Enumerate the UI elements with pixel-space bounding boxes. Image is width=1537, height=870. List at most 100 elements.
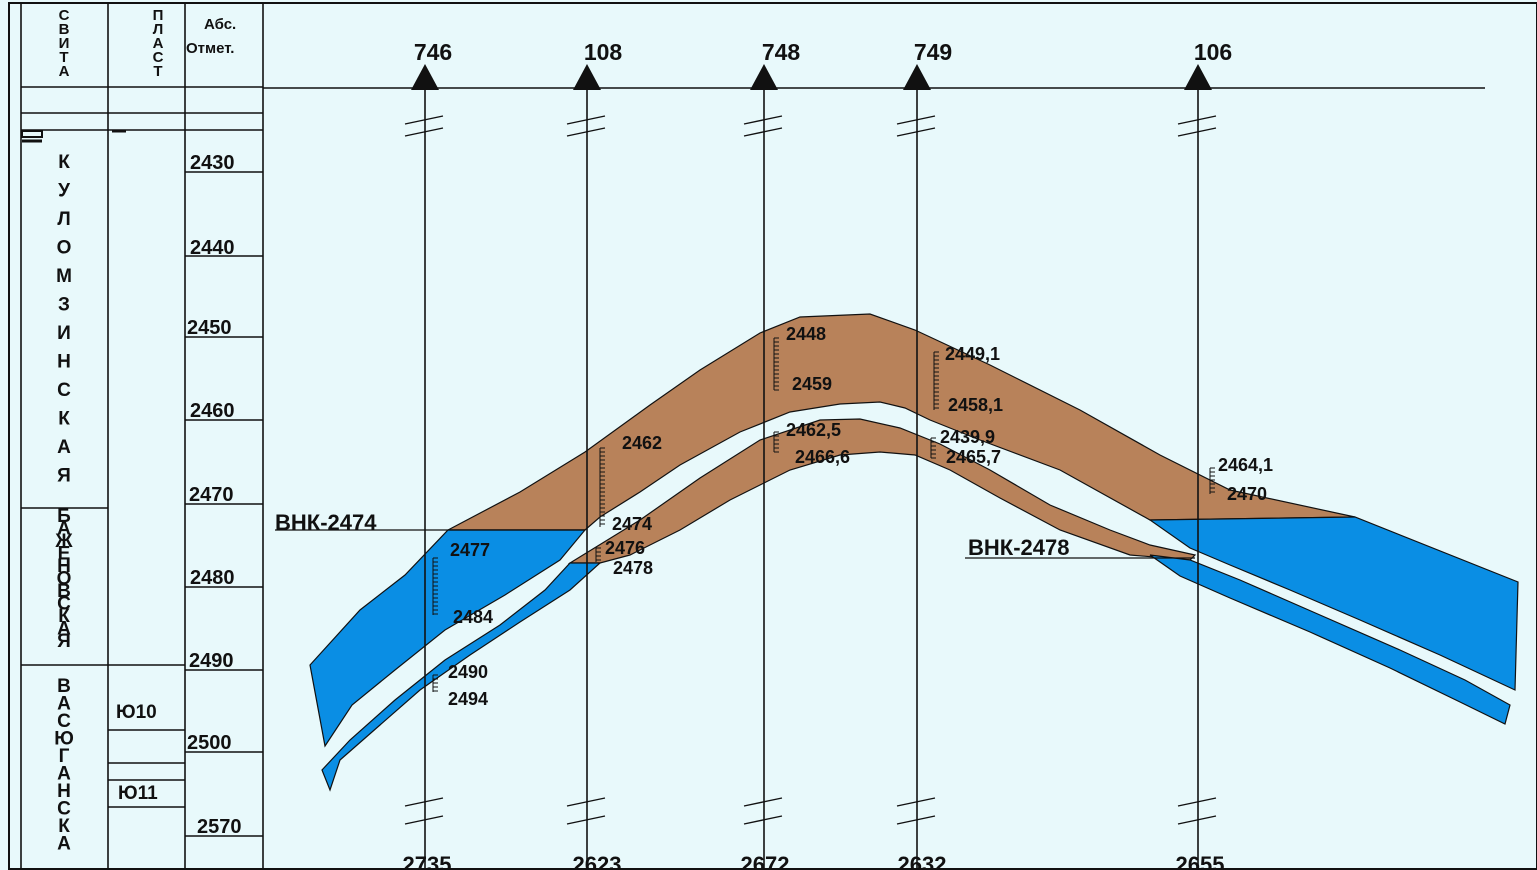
svita-letter: К bbox=[58, 152, 70, 173]
well-label: 106 bbox=[1194, 39, 1232, 65]
depth-tick: 2460 bbox=[190, 400, 235, 422]
header-letter: Л bbox=[153, 21, 164, 38]
svita-letter: З bbox=[58, 295, 70, 316]
depth-tick: 2570 bbox=[197, 816, 242, 838]
svita-letter: Н bbox=[57, 781, 71, 802]
svita-letter: Я bbox=[57, 466, 71, 487]
header-letter: Т bbox=[153, 63, 162, 80]
svita-letter: А bbox=[57, 437, 71, 458]
well-triangle-icon bbox=[573, 64, 601, 90]
break-mark bbox=[404, 127, 444, 137]
well-bottom-depth: 2623 bbox=[573, 852, 622, 870]
well-bottom-depth: 2632 bbox=[898, 852, 947, 870]
wells: 746 2735 108 2623 748 2672 749 2632 106 2655 bbox=[403, 39, 1232, 870]
svita-letter: Ю bbox=[54, 729, 74, 750]
well-label: 749 bbox=[914, 39, 952, 65]
svita-letter: Е bbox=[58, 544, 71, 565]
svita-letter: С bbox=[57, 799, 71, 820]
well-bottom-depth: 2735 bbox=[403, 852, 452, 870]
well-label: 746 bbox=[414, 39, 452, 65]
interval-label: 2466,6 bbox=[795, 447, 850, 467]
depth-tick: 2450 bbox=[187, 317, 232, 339]
header-letter: С bbox=[153, 49, 164, 66]
break-mark bbox=[743, 127, 783, 137]
svita-letter: О bbox=[57, 569, 72, 590]
svita-letter: Ж bbox=[54, 531, 73, 552]
interval-label: 2477 bbox=[450, 540, 490, 560]
break-mark bbox=[404, 797, 444, 807]
svita-letter: Г bbox=[59, 746, 70, 767]
stratigraphic-column bbox=[20, 3, 264, 868]
plast-yu10: Ю10 bbox=[116, 702, 157, 723]
svita-letter: А bbox=[57, 764, 71, 785]
svita-letter: А bbox=[57, 834, 71, 855]
svita-letter: А bbox=[57, 519, 71, 540]
svita-letter: С bbox=[57, 380, 71, 401]
depth-tick: 2480 bbox=[190, 567, 235, 589]
svita-letter: В bbox=[57, 676, 71, 697]
svita-letter: Н bbox=[57, 556, 71, 577]
well-106: 106 2655 bbox=[1176, 39, 1232, 870]
break-mark bbox=[1177, 115, 1217, 125]
well-bottom-depth: 2655 bbox=[1176, 852, 1225, 870]
upper-oil-layer bbox=[447, 313, 1356, 531]
break-mark bbox=[896, 127, 936, 137]
svita-letter: И bbox=[57, 323, 71, 344]
interval-label: 2464,1 bbox=[1218, 455, 1273, 475]
interval-label: 2476 bbox=[605, 538, 645, 558]
well-triangle-icon bbox=[1184, 64, 1212, 90]
interval-label: 2459 bbox=[792, 374, 832, 394]
well-746: 746 2735 bbox=[403, 39, 452, 870]
break-mark bbox=[896, 797, 936, 807]
break-mark bbox=[896, 815, 936, 825]
interval-label: 2449,1 bbox=[945, 344, 1000, 364]
header-otmet: Отмет. bbox=[186, 40, 234, 57]
svita-letter: К bbox=[58, 816, 70, 837]
svita-letter: К bbox=[58, 409, 70, 430]
break-mark bbox=[743, 115, 783, 125]
header-letter: А bbox=[59, 63, 70, 80]
header-letter: И bbox=[59, 35, 70, 52]
interval-label: 2462,5 bbox=[786, 420, 841, 440]
interval-label: 2490 bbox=[448, 662, 488, 682]
break-mark bbox=[566, 127, 606, 137]
vnk-left-label: ВНК-2474 bbox=[275, 510, 377, 535]
interval-label: 2478 bbox=[613, 558, 653, 578]
svita-letter: М bbox=[56, 266, 72, 287]
upper-water-layer bbox=[309, 529, 587, 748]
plast-yu11: Ю11 bbox=[118, 783, 158, 804]
lower-water-layer-right bbox=[1149, 554, 1511, 725]
svita-letter: Б bbox=[57, 506, 71, 527]
header-letter: Т bbox=[59, 49, 68, 66]
svita-letter: С bbox=[57, 711, 71, 732]
lower-water-layer bbox=[321, 562, 602, 792]
well-triangle-icon bbox=[903, 64, 931, 90]
depth-tick: 2490 bbox=[189, 650, 234, 672]
break-mark bbox=[896, 115, 936, 125]
well-triangle-icon bbox=[750, 64, 778, 90]
interval-label: 2439,9 bbox=[940, 427, 995, 447]
interval-label: 2470 bbox=[1227, 484, 1267, 504]
svita-letter: С bbox=[57, 594, 71, 615]
well-bottom-depth: 2672 bbox=[741, 852, 790, 870]
well-label: 108 bbox=[584, 39, 623, 65]
break-mark bbox=[1177, 815, 1217, 825]
break-mark bbox=[566, 815, 606, 825]
well-749: 749 2632 bbox=[896, 39, 952, 870]
break-mark bbox=[743, 797, 783, 807]
interval-label: 2462 bbox=[622, 433, 662, 453]
well-label: 748 bbox=[762, 39, 801, 65]
break-mark bbox=[566, 115, 606, 125]
break-mark bbox=[404, 815, 444, 825]
depth-tick: 2500 bbox=[187, 732, 232, 754]
break-mark bbox=[1177, 797, 1217, 807]
svita-letter: К bbox=[58, 606, 70, 627]
interval-label: 2458,1 bbox=[948, 395, 1003, 415]
well-triangle-icon bbox=[411, 64, 439, 90]
break-mark bbox=[404, 115, 444, 125]
well-748: 748 2672 bbox=[741, 39, 801, 870]
svita-letter: А bbox=[57, 694, 71, 715]
